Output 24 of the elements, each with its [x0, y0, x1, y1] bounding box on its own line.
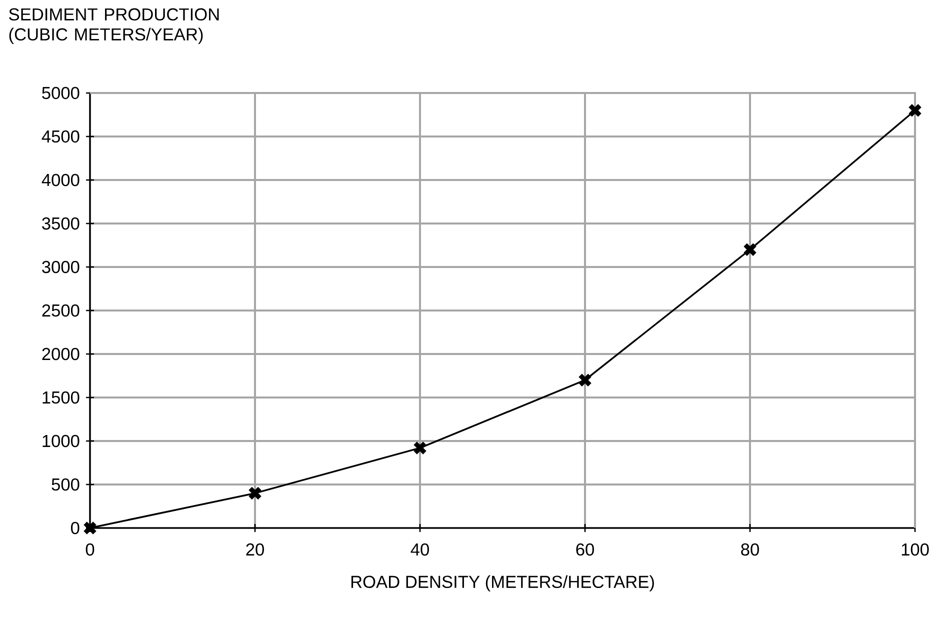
x-tick-label: 20	[246, 543, 264, 556]
point	[578, 373, 592, 388]
y-axis-title: SEDIMENT PRODUCTION (CUBIC METERS/YEAR)	[9, 8, 219, 44]
point	[908, 103, 922, 118]
y-tick-label: 3500	[42, 217, 80, 230]
y-tick-label: 3000	[42, 260, 80, 274]
x-tick-label: 40	[410, 543, 429, 556]
y-tick-label: 2000	[42, 348, 80, 360]
x-tick-label: 80	[741, 543, 759, 556]
y-tick-label: 500	[52, 478, 80, 491]
y-tick-label: 2500	[42, 304, 80, 317]
y-tick-label: 4500	[42, 130, 80, 143]
point	[742, 242, 758, 257]
y-tick-label: 4000	[42, 174, 80, 186]
x-tick-label: 0	[86, 543, 94, 556]
y-tick-label: 1000	[42, 434, 80, 448]
y-tick-label: 1500	[42, 391, 80, 404]
x-tick-label: 60	[576, 543, 594, 556]
y-tick-label: 0	[70, 522, 80, 534]
point	[248, 486, 262, 500]
x-axis-title: ROAD DENSITY (METERS/HECTARE)	[351, 575, 654, 592]
y-tick-label: 5000	[42, 86, 80, 100]
point	[412, 440, 428, 456]
x-tick-label: 100	[902, 543, 929, 556]
